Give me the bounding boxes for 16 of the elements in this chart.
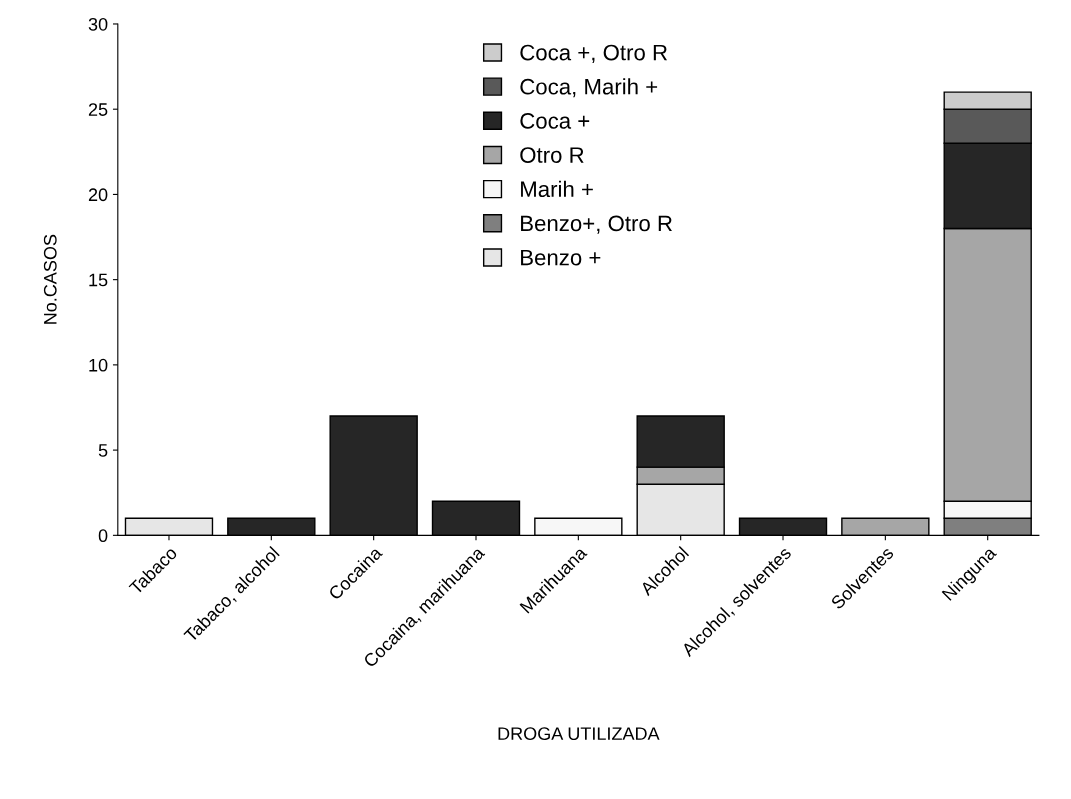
legend-label: Benzo + <box>521 249 601 266</box>
y-tick-label: 0 <box>98 529 108 543</box>
x-axis-title: DROGA UTILIZADA <box>498 727 660 741</box>
legend-label: Coca +, Otro R <box>520 44 668 64</box>
legend-label: Coca + <box>520 113 590 129</box>
y-tick-label: 20 <box>88 188 108 202</box>
y-tick-label: 5 <box>98 444 108 457</box>
y-tick-label: 10 <box>89 358 108 372</box>
y-tick-label: 30 <box>88 17 108 31</box>
y-tick-label: 25 <box>88 103 108 116</box>
legend-label: Otro R <box>520 147 584 163</box>
legend-label: Benzo+, Otro R <box>521 215 672 234</box>
legend-label: Coca, Marih + <box>520 78 658 98</box>
y-tick-label: 15 <box>89 273 108 287</box>
y-axis-title: No.CASOS <box>43 234 57 324</box>
legend-label: Marih + <box>521 180 593 198</box>
